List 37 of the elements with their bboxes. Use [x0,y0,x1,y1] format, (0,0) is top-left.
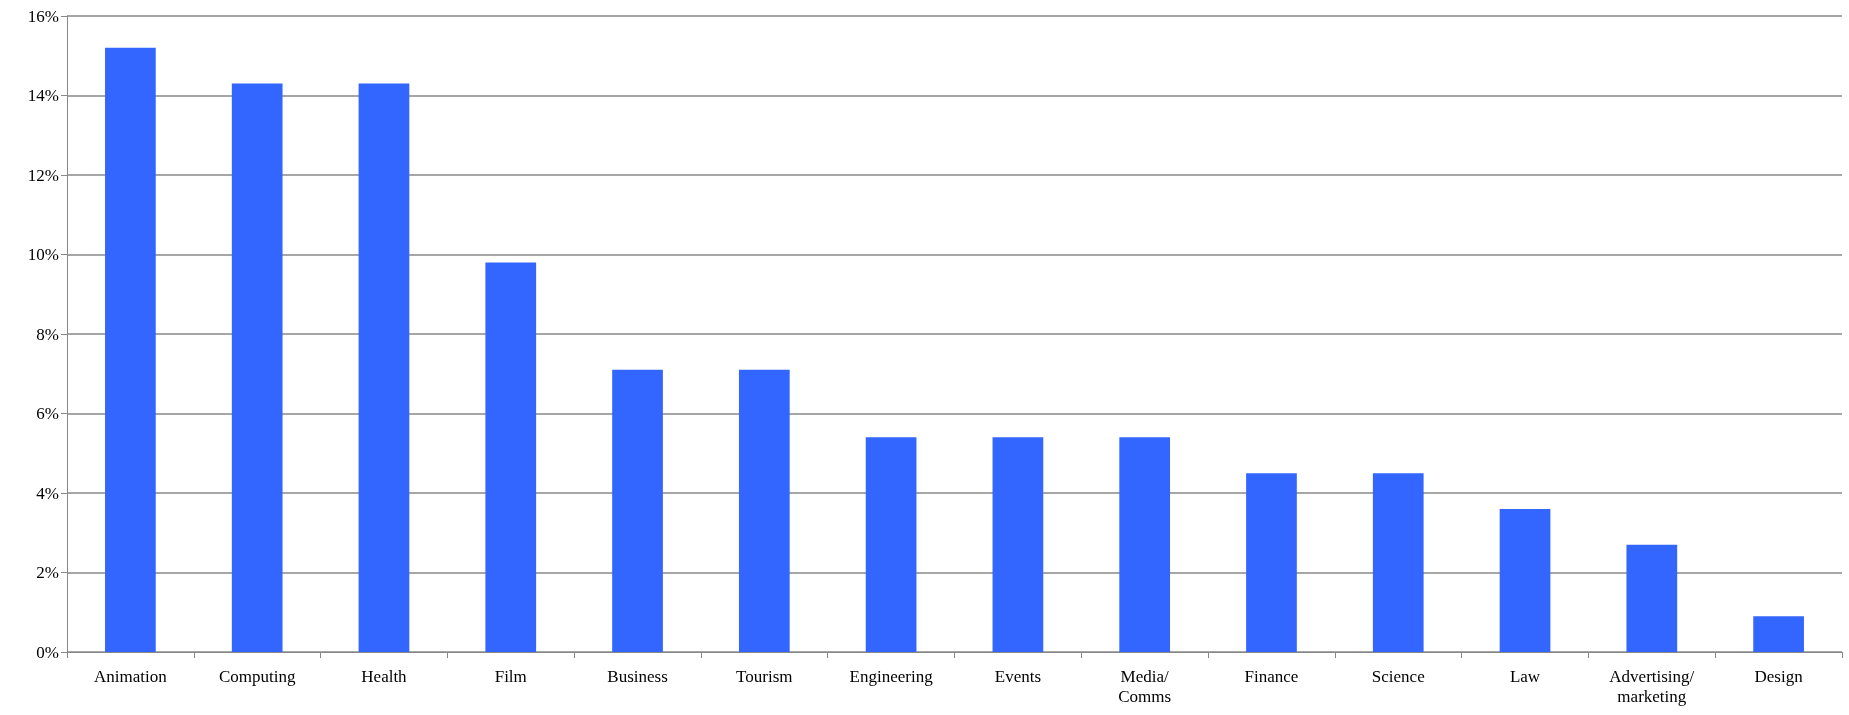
x-tick-label: Law [1509,666,1541,686]
x-tick-label: Design [1754,666,1804,686]
y-tick-label: 4% [36,483,59,503]
bar [1372,473,1424,652]
bar [865,437,917,652]
bar [1499,508,1551,652]
bar [105,47,156,652]
bar [358,83,410,652]
x-tick-label: Media/Comms [1118,666,1172,706]
x-tick-label: Health [361,666,408,686]
bar [485,262,537,652]
y-tick-label: 10% [27,245,59,264]
x-tick-label: Animation [94,666,168,686]
x-tick-label: Finance [1244,666,1299,686]
y-tick-label: 12% [27,165,59,185]
y-tick-label: 14% [27,86,59,105]
x-tick-label: Computing [218,666,296,686]
y-tick-label: 8% [36,324,59,344]
x-tick-label: Advertising/marketing [1609,666,1695,706]
bar [992,437,1044,652]
bar [1626,544,1678,652]
bar [231,83,283,652]
bar [612,369,663,652]
bar [1753,616,1804,652]
x-tick-label: Science [1371,666,1425,686]
x-tick-label: Business [607,666,668,686]
x-tick-label: Tourism [736,666,793,686]
bar [1246,473,1297,652]
y-tick-label: 0% [36,642,59,662]
bar [1119,437,1171,652]
y-tick-label: 16% [27,6,59,26]
y-tick-label: 2% [36,563,59,582]
bar [738,369,790,652]
y-tick-label: 6% [36,404,59,423]
x-tick-label: Engineering [849,666,934,686]
x-tick-label: Events [994,666,1042,686]
x-tick-label: Film [494,666,527,686]
